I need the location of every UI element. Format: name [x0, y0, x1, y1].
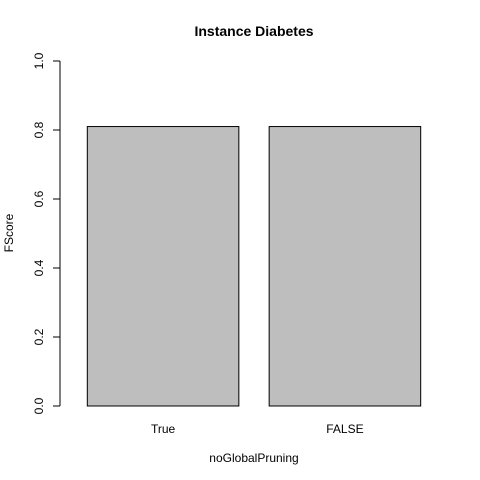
y-tick-label: 0.0: [32, 397, 46, 414]
y-tick-label: 0.8: [32, 121, 46, 138]
y-tick-label: 0.2: [32, 328, 46, 345]
y-tick-label: 0.4: [32, 259, 46, 276]
y-tick-label: 0.6: [32, 190, 46, 207]
y-axis-label: FScore: [2, 213, 16, 252]
y-tick-label: 1.0: [32, 52, 46, 69]
x-tick-label: FALSE: [326, 422, 363, 436]
bar-true: [87, 127, 239, 406]
x-tick-label: True: [151, 422, 176, 436]
x-axis-label: noGlobalPruning: [209, 451, 298, 465]
chart-title: Instance Diabetes: [194, 23, 313, 39]
bar-false: [269, 127, 421, 406]
